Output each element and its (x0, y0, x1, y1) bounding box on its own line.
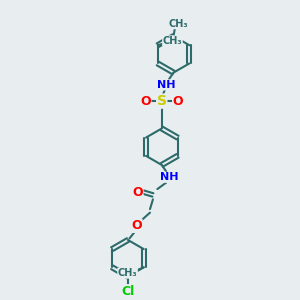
Text: NH: NH (157, 80, 176, 90)
Text: O: O (132, 185, 143, 199)
Text: CH₃: CH₃ (118, 268, 137, 278)
Text: CH₃: CH₃ (168, 19, 188, 29)
Text: Cl: Cl (121, 285, 135, 298)
Text: O: O (131, 219, 142, 232)
Text: CH₃: CH₃ (163, 36, 182, 46)
Text: S: S (157, 94, 167, 108)
Text: O: O (172, 94, 183, 108)
Text: O: O (140, 94, 151, 108)
Text: NH: NH (160, 172, 178, 182)
